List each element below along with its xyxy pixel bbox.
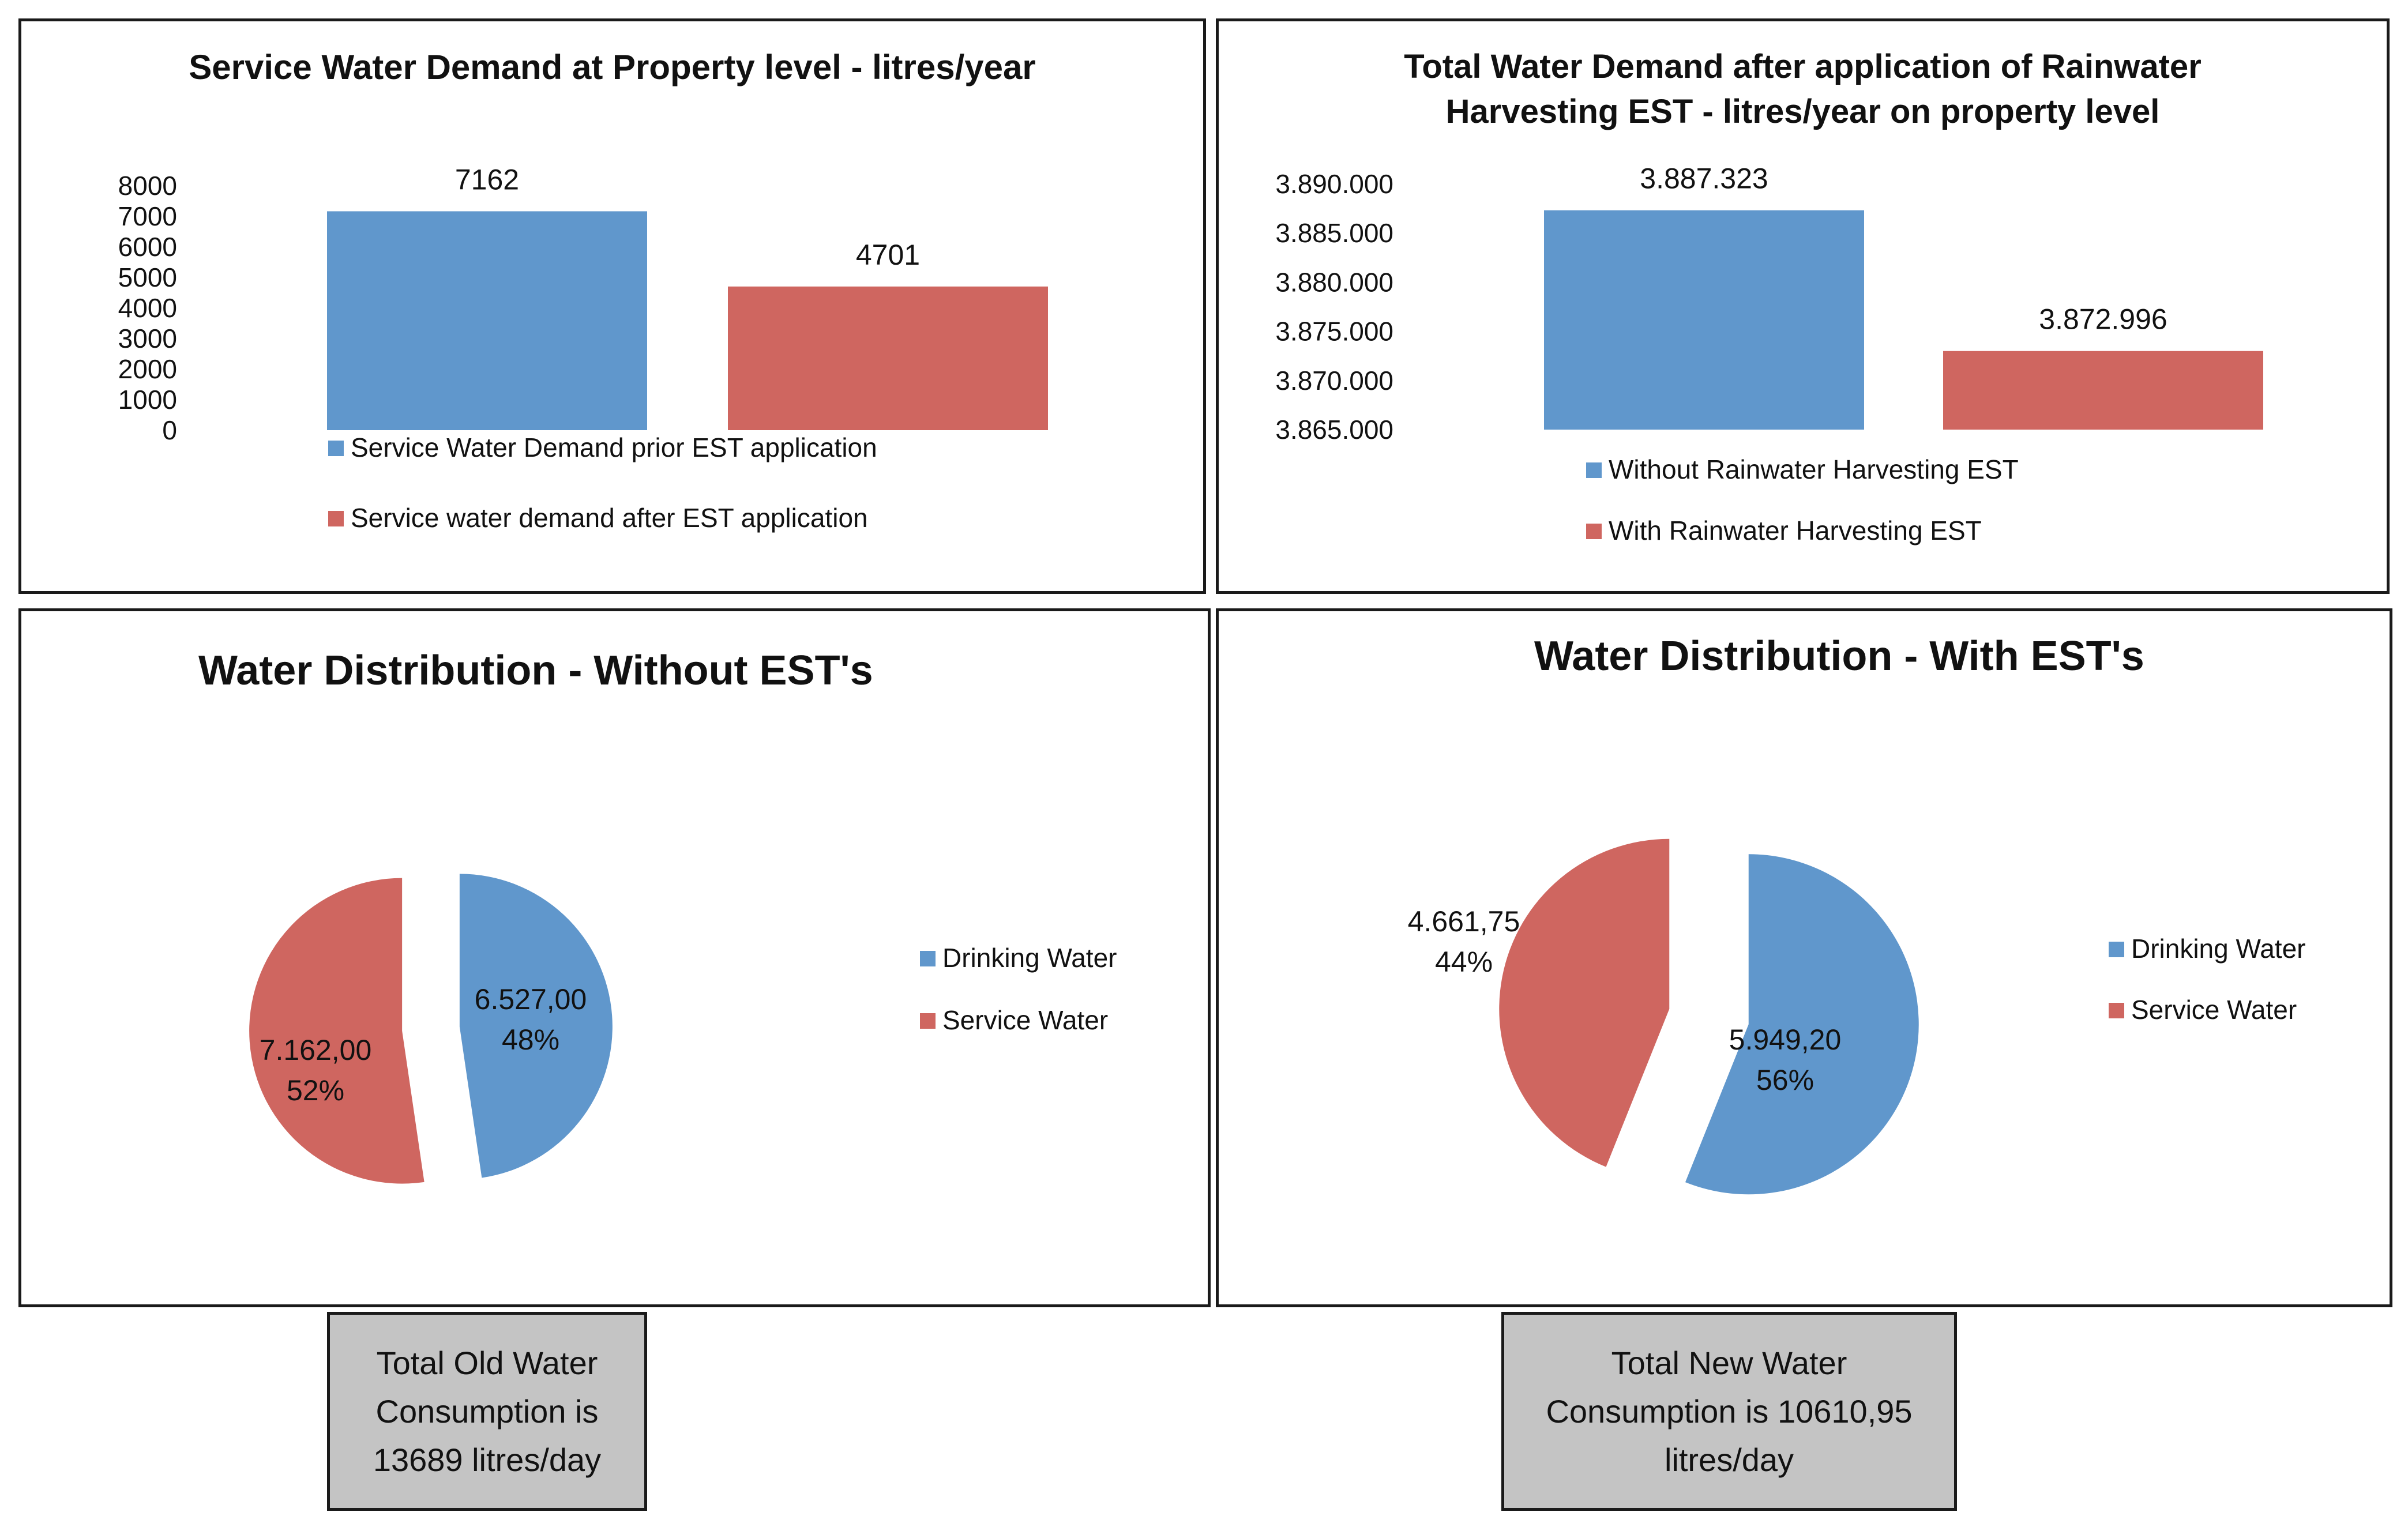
pie-value-label: 5.949,20 xyxy=(1729,1024,1842,1056)
note-line: Consumption is 10610,95 xyxy=(1546,1393,1913,1430)
pie-value-label: 6.527,00 xyxy=(475,983,587,1015)
legend-swatch-blue xyxy=(328,441,344,456)
chart-title-text: Water Distribution - With EST's xyxy=(1534,633,2144,679)
bar-value-label: 3.872.996 xyxy=(2039,303,2167,336)
pie-chart-with-est: 5.949,20 56% 4.661,75 44% xyxy=(1408,838,1919,1195)
bar-chart-total-water: 3.865.000 3.870.000 3.875.000 3.880.000 3.88… xyxy=(1275,163,2263,445)
chart-panel-distribution-without-est: Water Distribution - Without EST's 6.527… xyxy=(18,608,1211,1307)
bar-1 xyxy=(1544,210,1864,430)
legend-swatch-red xyxy=(328,511,344,526)
y-tick-label: 3.865.000 xyxy=(1275,415,1393,445)
y-tick-label: 3.875.000 xyxy=(1275,317,1393,347)
bar-value-label: 4701 xyxy=(856,239,920,271)
note-line: litres/day xyxy=(1664,1441,1794,1478)
bar-value-label: 3.887.323 xyxy=(1640,163,1768,195)
legend-swatch-blue xyxy=(920,951,936,966)
chart-title-line-2: Harvesting EST - litres/year on property… xyxy=(1445,93,2160,130)
legend-label: Service water demand after EST applicati… xyxy=(351,503,868,533)
chart-title: Water Distribution - Without EST's xyxy=(198,647,873,694)
chart-title-line-1: Total Water Demand after application of … xyxy=(1404,48,2202,85)
note-line: 13689 litres/day xyxy=(373,1441,602,1478)
legend-label: Without Rainwater Harvesting EST xyxy=(1609,454,2019,484)
legend-label: Service Water xyxy=(942,1005,1109,1035)
bar-1 xyxy=(327,211,647,430)
pie-chart-without-est: 6.527,00 48% 7.162,00 52% xyxy=(249,874,613,1184)
pie-slice-service-water xyxy=(1499,838,1670,1167)
pie-value-label: 4.661,75 xyxy=(1408,905,1520,938)
legend-item-service: Service Water xyxy=(2109,994,2297,1025)
bar-2 xyxy=(728,286,1048,430)
y-tick-label: 0 xyxy=(162,415,177,445)
chart-panel-service-water-demand: Service Water Demand at Property level -… xyxy=(18,18,1206,594)
note-line: Consumption is xyxy=(375,1393,599,1430)
y-tick-label: 8000 xyxy=(118,171,177,201)
chart-title-text: Water Distribution - Without EST's xyxy=(198,648,873,694)
legend-item-without: Without Rainwater Harvesting EST xyxy=(1586,454,2019,485)
legend-label: Service Water xyxy=(2131,995,2297,1025)
bar-2 xyxy=(1943,351,2263,430)
y-tick-label: 7000 xyxy=(118,201,177,231)
legend-swatch-red xyxy=(1586,524,1602,539)
y-tick-label: 3000 xyxy=(118,323,177,353)
legend-label: Drinking Water xyxy=(942,943,1117,973)
pie-slice-drinking-water xyxy=(1685,854,1919,1195)
y-tick-label: 5000 xyxy=(118,262,177,292)
bar-value-label: 7162 xyxy=(455,163,519,195)
legend-item-drinking: Drinking Water xyxy=(2109,933,2305,964)
y-tick-label: 1000 xyxy=(118,385,177,415)
note-total-new-consumption: Total New Water Consumption is 10610,95 … xyxy=(1501,1312,1957,1511)
chart-title: Service Water Demand at Property level -… xyxy=(21,47,1203,87)
pie-percent-label: 44% xyxy=(1435,946,1493,978)
legend-label: Service Water Demand prior EST applicati… xyxy=(351,432,877,462)
legend-label: Drinking Water xyxy=(2131,934,2306,964)
note-total-old-consumption: Total Old Water Consumption is 13689 lit… xyxy=(327,1312,647,1511)
y-tick-label: 3.885.000 xyxy=(1275,218,1393,248)
pie-slice-service-water xyxy=(249,878,425,1184)
y-tick-label: 3.880.000 xyxy=(1275,267,1393,297)
legend-item-drinking: Drinking Water xyxy=(920,942,1117,973)
y-tick-label: 3.870.000 xyxy=(1275,366,1393,396)
legend-swatch-blue xyxy=(1586,462,1602,478)
pie-percent-label: 52% xyxy=(287,1074,344,1107)
chart-title-text: Service Water Demand at Property level -… xyxy=(189,48,1036,86)
chart-title: Total Water Demand after application of … xyxy=(1219,44,2387,134)
note-line: Total Old Water xyxy=(376,1344,598,1381)
y-tick-label: 3.890.000 xyxy=(1275,169,1393,199)
chart-panel-total-water-demand: Total Water Demand after application of … xyxy=(1216,18,2390,594)
legend-label: With Rainwater Harvesting EST xyxy=(1609,516,1982,546)
pie-slice-drinking-water xyxy=(459,874,613,1178)
pie-value-label: 7.162,00 xyxy=(260,1034,372,1066)
pie-percent-label: 56% xyxy=(1756,1064,1814,1096)
legend-item-with: With Rainwater Harvesting EST xyxy=(1586,515,1982,546)
legend-item-prior: Service Water Demand prior EST applicati… xyxy=(328,432,877,463)
legend-item-after: Service water demand after EST applicati… xyxy=(328,502,868,533)
legend-item-service: Service Water xyxy=(920,1005,1108,1036)
chart-panel-distribution-with-est: Water Distribution - With EST's 5.949,20… xyxy=(1216,608,2392,1307)
y-tick-label: 2000 xyxy=(118,354,177,384)
y-tick-label: 6000 xyxy=(118,232,177,262)
pie-percent-label: 48% xyxy=(502,1024,559,1056)
legend-swatch-blue xyxy=(2109,942,2124,957)
chart-title: Water Distribution - With EST's xyxy=(1534,633,2144,680)
y-tick-label: 4000 xyxy=(118,293,177,323)
note-line: Total New Water xyxy=(1611,1344,1847,1381)
legend-swatch-red xyxy=(920,1013,936,1029)
legend-swatch-red xyxy=(2109,1003,2124,1018)
